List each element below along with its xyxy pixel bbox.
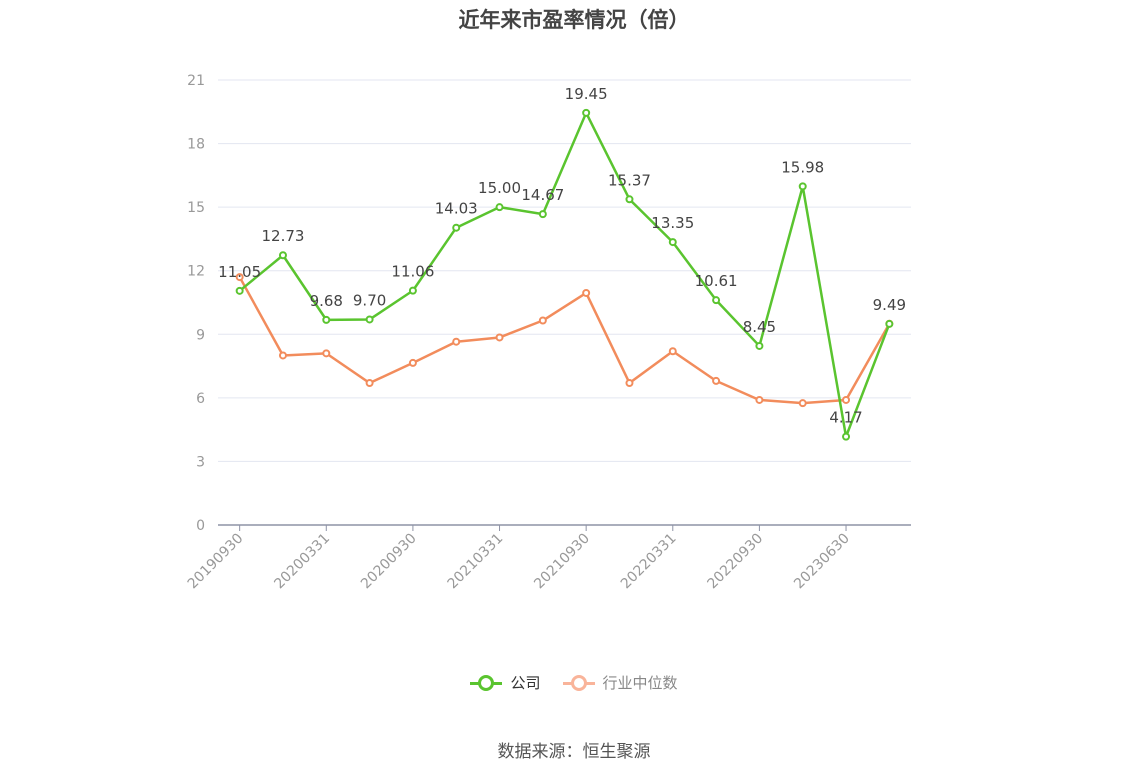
- data-point-industry-median: [625, 379, 634, 388]
- data-point-industry-median: [452, 337, 461, 346]
- x-tick-label: 20190930: [185, 531, 247, 593]
- data-label-company: 9.68: [310, 292, 343, 310]
- y-tick-label: 9: [196, 327, 205, 343]
- legend-swatch-company: [470, 674, 503, 691]
- data-point-company: [885, 319, 894, 328]
- data-point-industry-median: [278, 351, 287, 360]
- data-point-company: [582, 108, 591, 117]
- series-line-company: [238, 111, 891, 438]
- x-tick-label: 20210331: [445, 531, 507, 593]
- data-point-company: [798, 182, 807, 191]
- data-label-company: 4.17: [829, 409, 862, 427]
- data-source: 数据来源：恒生聚源: [497, 742, 651, 762]
- data-label-company: 11.06: [391, 263, 434, 281]
- data-label-company: 11.05: [218, 263, 261, 281]
- data-label-company: 12.73: [261, 227, 304, 245]
- data-point-company: [755, 341, 764, 350]
- data-label-company: 14.67: [521, 186, 564, 204]
- data-point-industry-median: [538, 316, 547, 325]
- data-point-industry-median: [408, 358, 417, 367]
- legend: 公司 行业中位数: [0, 672, 1148, 693]
- data-point-industry-median: [582, 288, 591, 297]
- data-point-company: [278, 251, 287, 260]
- data-point-industry-median: [235, 273, 244, 282]
- y-tick-label: 0: [196, 518, 205, 534]
- y-tick-label: 21: [187, 73, 205, 89]
- data-label-company: 15.37: [608, 171, 651, 189]
- data-point-company: [365, 315, 374, 324]
- legend-swatch-industry-median: [562, 674, 595, 691]
- legend-label-company: 公司: [510, 674, 541, 692]
- legend-item-industry-median[interactable]: 行业中位数: [562, 672, 678, 693]
- data-label-company: 15.00: [478, 179, 521, 197]
- data-label-company: 9.70: [353, 291, 386, 309]
- data-point-company: [495, 203, 504, 212]
- x-tick-label: 20220331: [618, 531, 680, 593]
- data-point-company: [408, 286, 417, 295]
- data-label-company: 8.45: [743, 318, 776, 336]
- legend-item-company[interactable]: 公司: [470, 672, 541, 693]
- data-point-industry-median: [322, 349, 331, 358]
- x-tick-label: 20230630: [791, 531, 853, 593]
- x-tick-label: 20220930: [705, 531, 767, 593]
- data-point-company: [538, 210, 547, 219]
- x-tick-label: 20210930: [531, 531, 593, 593]
- data-label-company: 14.03: [435, 200, 478, 218]
- data-point-industry-median: [842, 395, 851, 404]
- data-label-company: 19.45: [565, 85, 608, 103]
- y-tick-label: 15: [187, 200, 205, 216]
- data-point-industry-median: [755, 395, 764, 404]
- y-tick-label: 18: [187, 137, 205, 153]
- x-tick-label: 20200331: [271, 531, 333, 593]
- data-point-company: [235, 286, 244, 295]
- data-label-company: 10.61: [695, 272, 738, 290]
- data-point-company: [625, 195, 634, 204]
- data-point-company: [668, 238, 677, 247]
- data-point-industry-median: [712, 376, 721, 385]
- data-point-industry-median: [798, 399, 807, 408]
- legend-label-industry-median: 行业中位数: [602, 674, 678, 692]
- data-point-industry-median: [495, 333, 504, 342]
- data-point-company: [452, 223, 461, 232]
- data-point-company: [712, 296, 721, 305]
- series-line-industry-median: [238, 276, 891, 405]
- y-tick-label: 3: [196, 454, 205, 470]
- x-tick-label: 20200930: [358, 531, 420, 593]
- y-tick-label: 6: [196, 391, 205, 407]
- data-point-industry-median: [668, 347, 677, 356]
- y-tick-label: 12: [187, 264, 205, 280]
- data-label-company: 9.49: [873, 296, 906, 314]
- data-point-industry-median: [365, 379, 374, 388]
- chart-title: 近年来市盈率情况（倍）: [458, 8, 690, 32]
- data-label-company: 13.35: [651, 214, 694, 232]
- data-label-company: 15.98: [781, 158, 824, 176]
- data-point-company: [322, 315, 331, 324]
- data-point-company: [842, 432, 851, 441]
